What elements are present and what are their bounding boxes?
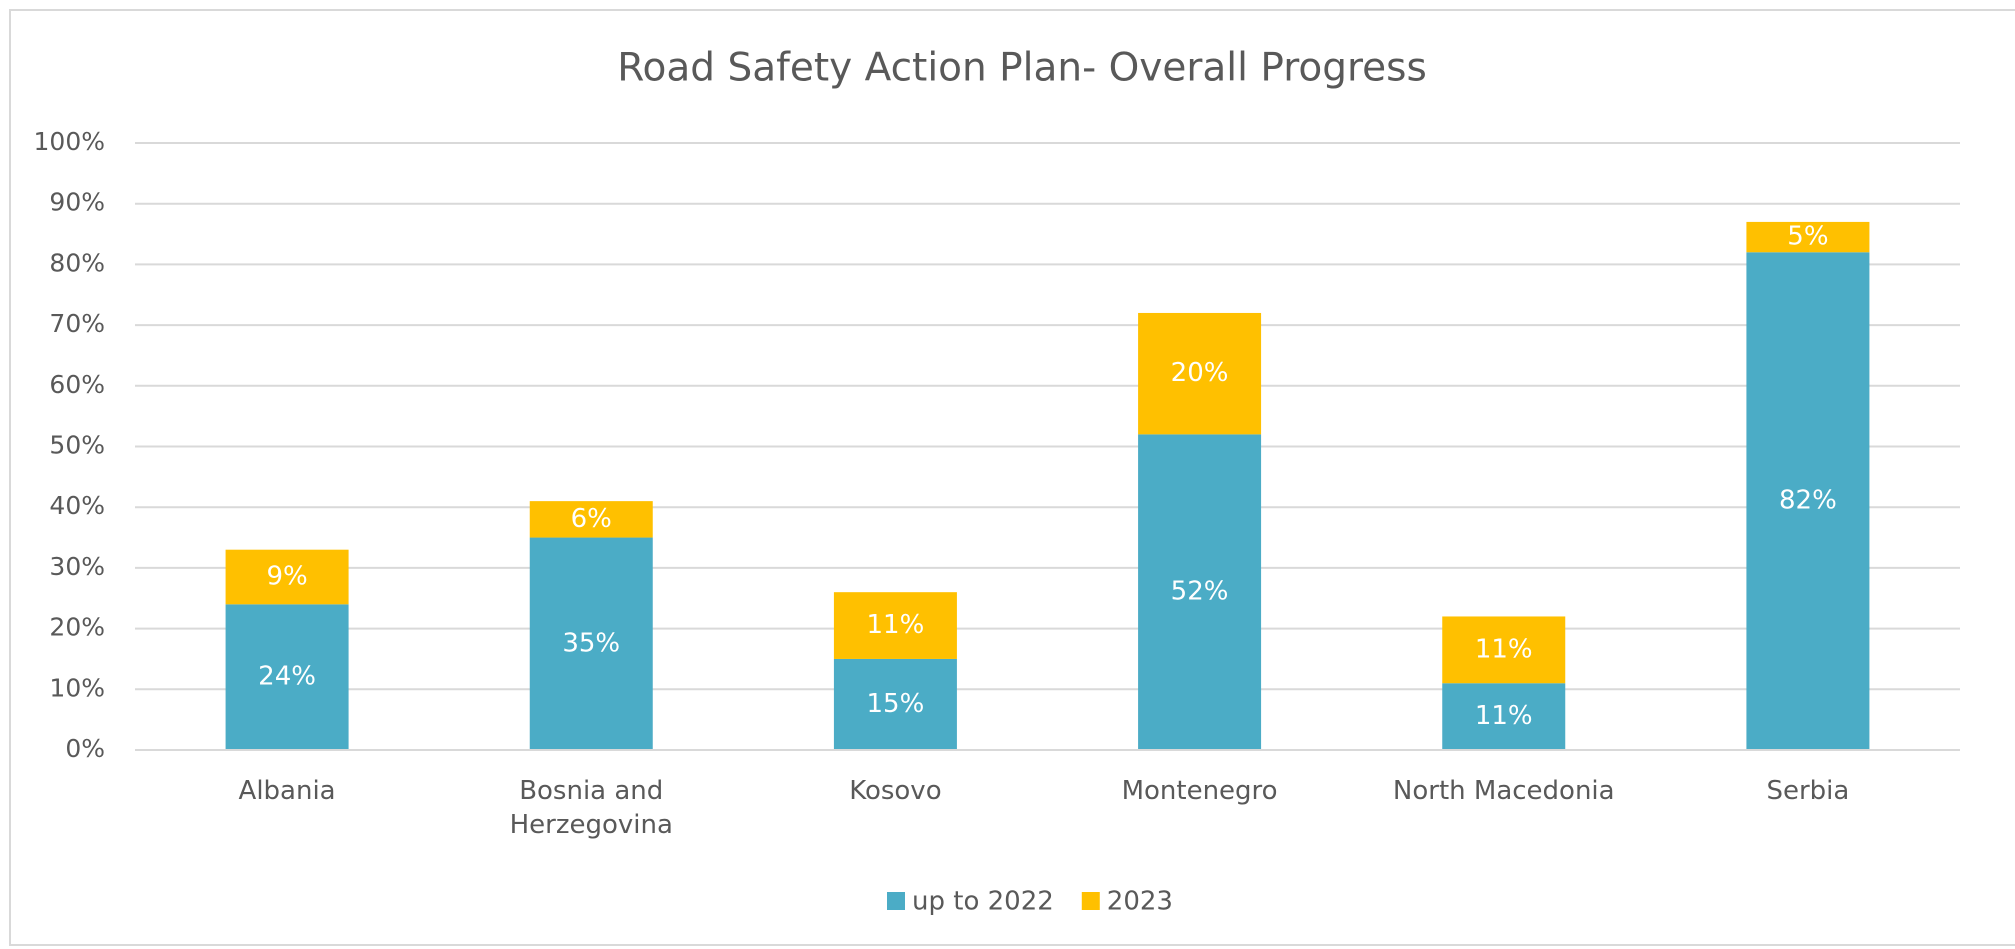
bar-segment — [1442, 616, 1566, 684]
x-tick-label: Serbia — [1766, 776, 1850, 806]
data-label: 52% — [1171, 577, 1229, 607]
y-tick-label: 70% — [49, 309, 105, 338]
chart-border — [9, 9, 2015, 946]
y-tick-label: 60% — [49, 370, 105, 399]
x-tick-label: Montenegro — [1121, 776, 1278, 806]
data-label: 11% — [1475, 701, 1533, 731]
legend-label: up to 2022 — [912, 887, 1054, 917]
legend-swatch — [887, 892, 905, 910]
data-label: 11% — [867, 610, 925, 640]
x-tick-label: Kosovo — [849, 776, 942, 806]
bar-segment — [833, 658, 957, 750]
data-label: 82% — [1779, 486, 1837, 516]
bar-segment — [225, 604, 349, 750]
data-label: 35% — [562, 628, 620, 658]
data-label: 15% — [867, 689, 925, 719]
y-tick-label: 10% — [49, 673, 105, 702]
y-tick-label: 80% — [49, 248, 105, 277]
y-tick-label: 30% — [49, 552, 105, 581]
data-label: 6% — [571, 504, 612, 534]
data-label: 20% — [1171, 358, 1229, 388]
y-tick-label: 40% — [49, 491, 105, 520]
y-tick-label: 50% — [49, 431, 105, 460]
bar-segment — [1442, 683, 1566, 750]
y-tick-label: 20% — [49, 613, 105, 642]
bar-segment — [225, 549, 349, 605]
bar-segment — [1138, 434, 1262, 750]
x-tick-label: North Macedonia — [1392, 776, 1615, 806]
data-label: 11% — [1475, 634, 1533, 664]
legend-swatch — [1081, 892, 1100, 910]
bar-segment — [529, 501, 653, 538]
y-tick-label: 100% — [34, 127, 105, 156]
bar-segment — [1746, 221, 1870, 253]
data-label: 9% — [266, 562, 307, 592]
x-tick-label: Bosnia and Herzegovina — [509, 776, 673, 840]
bar-segment — [529, 537, 653, 750]
bar-segment — [1746, 252, 1870, 750]
y-tick-label: 0% — [65, 734, 105, 763]
y-tick-label: 90% — [49, 188, 105, 217]
x-tick-label: Albania — [238, 776, 336, 806]
data-label: 24% — [258, 662, 316, 692]
bar-segment — [1138, 312, 1262, 435]
bar-segment — [833, 592, 957, 659]
chart-title: Road Safety Action Plan- Overall Progres… — [617, 46, 1427, 91]
legend-label: 2023 — [1107, 887, 1173, 917]
data-label: 5% — [1787, 222, 1828, 252]
